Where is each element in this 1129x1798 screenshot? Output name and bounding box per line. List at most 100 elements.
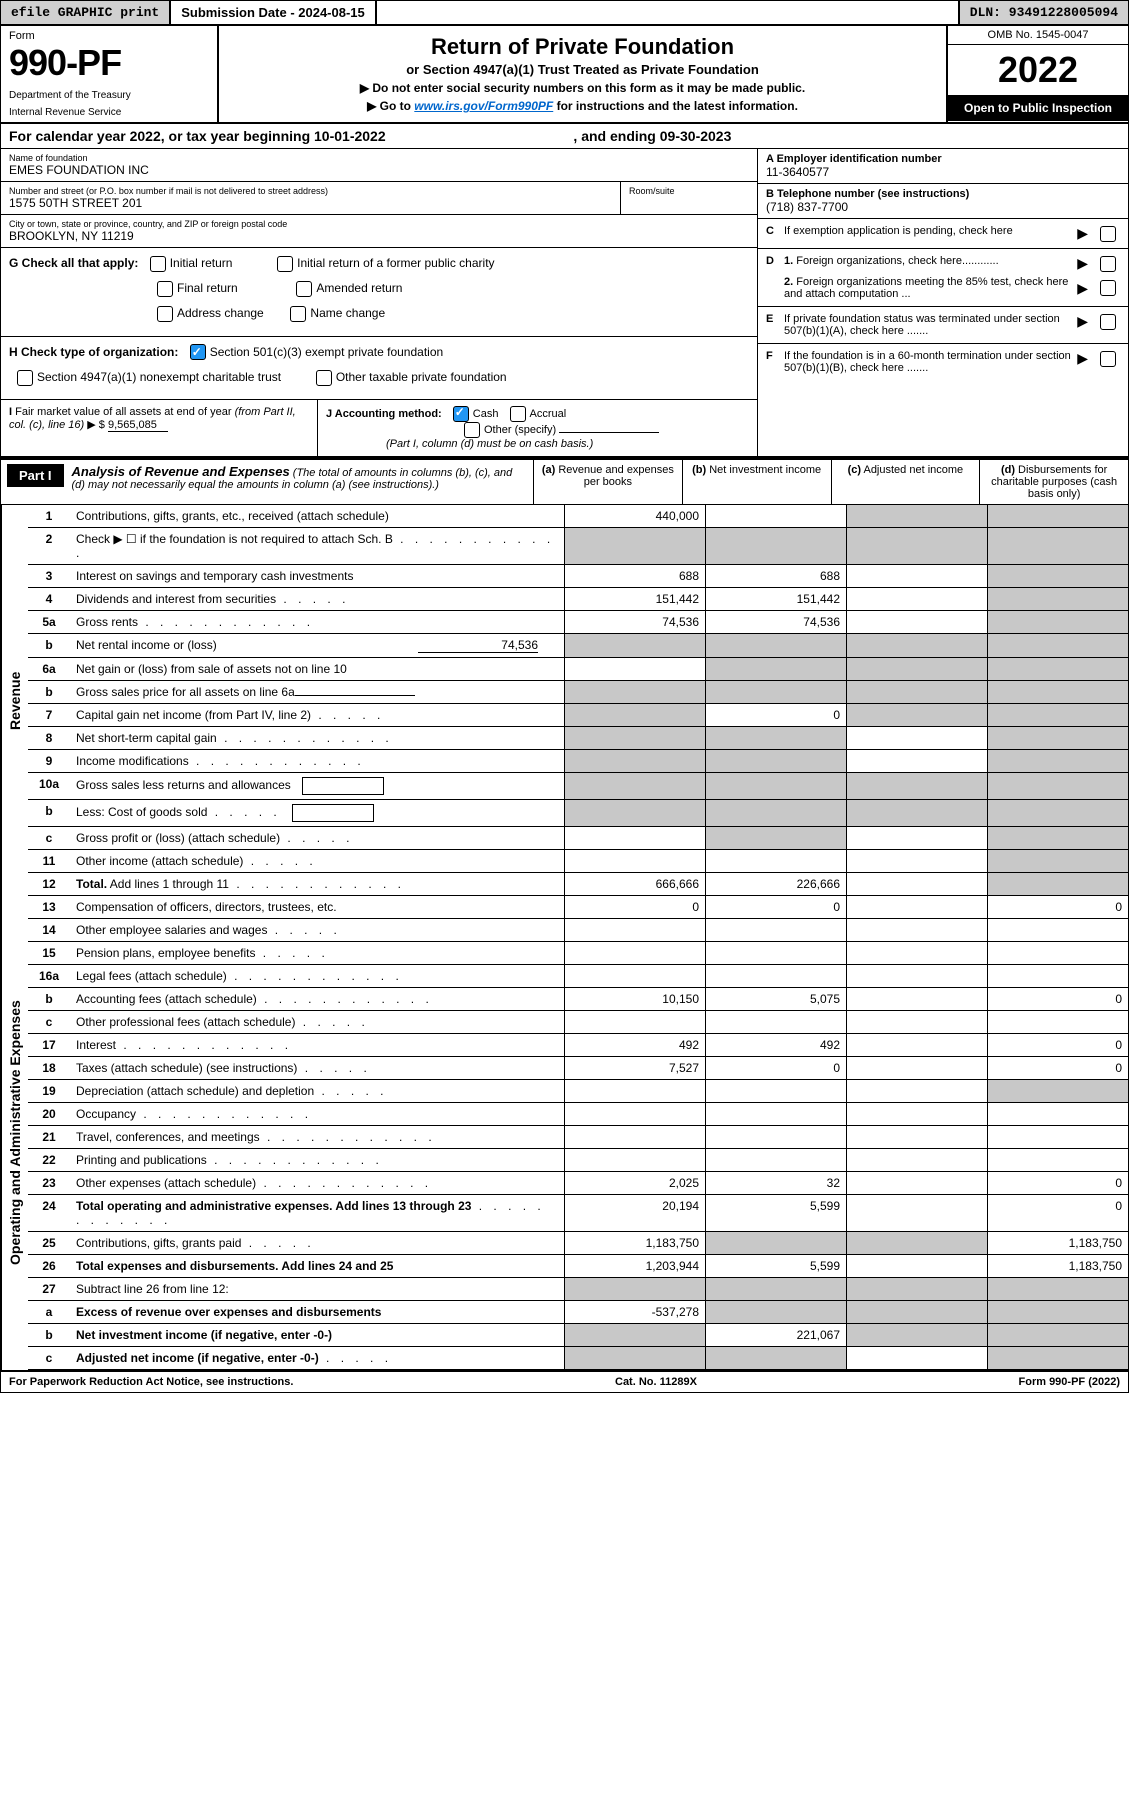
table-row: bNet rental income or (loss) 74,536 — [28, 634, 1128, 658]
header-left: Form 990-PF Department of the Treasury I… — [1, 26, 219, 122]
efile-button[interactable]: efile GRAPHIC print — [1, 1, 171, 24]
value-cell-d — [987, 750, 1128, 772]
line-number: a — [28, 1301, 70, 1323]
line-number: 16a — [28, 965, 70, 987]
value-cell-a — [564, 681, 705, 703]
table-row: bGross sales price for all assets on lin… — [28, 681, 1128, 704]
c-item: C If exemption application is pending, c… — [758, 219, 1128, 249]
cb-cash[interactable] — [453, 406, 469, 422]
cb-address-change[interactable] — [157, 306, 173, 322]
line-description: Check ▶ ☐ if the foundation is not requi… — [70, 528, 564, 564]
value-cell-d — [987, 773, 1128, 799]
info-grid: Name of foundation EMES FOUNDATION INC N… — [1, 149, 1128, 458]
d-item: D 1. Foreign organizations, check here..… — [758, 249, 1128, 307]
value-cell-b — [705, 1149, 846, 1171]
city-label: City or town, state or province, country… — [9, 219, 749, 229]
g-initial-former: Initial return of a former public charit… — [297, 256, 494, 270]
cb-other-method[interactable] — [464, 422, 480, 438]
submission-date: Submission Date - 2024-08-15 — [171, 1, 377, 24]
value-cell-b — [705, 1011, 846, 1033]
cb-initial-return[interactable] — [150, 256, 166, 272]
value-cell-c — [846, 634, 987, 657]
line-description: Dividends and interest from securities — [70, 588, 564, 610]
part1-label: Part I — [7, 464, 64, 487]
line-description: Income modifications — [70, 750, 564, 772]
top-bar: efile GRAPHIC print Submission Date - 20… — [1, 1, 1128, 26]
cb-4947[interactable] — [17, 370, 33, 386]
value-cell-c — [846, 1011, 987, 1033]
value-cell-d — [987, 704, 1128, 726]
footer-center: Cat. No. 11289X — [615, 1376, 697, 1388]
col-b-header: (b) Net investment income — [683, 460, 832, 504]
form-label: Form — [9, 30, 209, 42]
value-cell-d: 0 — [987, 1034, 1128, 1056]
value-cell-b: 151,442 — [705, 588, 846, 610]
value-cell-a — [564, 1011, 705, 1033]
address: 1575 50TH STREET 201 — [9, 196, 612, 210]
cb-e[interactable] — [1100, 314, 1116, 330]
part1-title: Analysis of Revenue and Expenses — [72, 464, 290, 479]
value-cell-a: -537,278 — [564, 1301, 705, 1323]
cb-f[interactable] — [1100, 351, 1116, 367]
cb-accrual[interactable] — [510, 406, 526, 422]
cb-final-return[interactable] — [157, 281, 173, 297]
value-cell-a: 1,203,944 — [564, 1255, 705, 1277]
table-row: 26Total expenses and disbursements. Add … — [28, 1255, 1128, 1278]
table-row: 17Interest4924920 — [28, 1034, 1128, 1057]
footer-right: Form 990-PF (2022) — [1019, 1376, 1121, 1388]
cb-501c3[interactable] — [190, 344, 206, 360]
value-cell-d — [987, 1347, 1128, 1369]
table-row: 9Income modifications — [28, 750, 1128, 773]
value-cell-c — [846, 827, 987, 849]
value-cell-b: 5,599 — [705, 1195, 846, 1231]
value-cell-b — [705, 827, 846, 849]
j-cell: J Accounting method: Cash Accrual Other … — [318, 400, 757, 456]
form-link[interactable]: www.irs.gov/Form990PF — [414, 99, 553, 113]
value-cell-b — [705, 1080, 846, 1102]
value-cell-d: 0 — [987, 1195, 1128, 1231]
table-row: cOther professional fees (attach schedul… — [28, 1011, 1128, 1034]
value-cell-b — [705, 528, 846, 564]
phone: (718) 837-7700 — [766, 200, 1120, 214]
cb-name-change[interactable] — [290, 306, 306, 322]
line-number: 25 — [28, 1232, 70, 1254]
line-description: Interest on savings and temporary cash i… — [70, 565, 564, 587]
form-header: Form 990-PF Department of the Treasury I… — [1, 26, 1128, 124]
part1-table: Part I Analysis of Revenue and Expenses … — [1, 458, 1128, 1370]
value-cell-c — [846, 1126, 987, 1148]
j-cash: Cash — [473, 408, 499, 420]
value-cell-a — [564, 942, 705, 964]
cb-amended[interactable] — [296, 281, 312, 297]
line-number: b — [28, 1324, 70, 1346]
irs-label: Internal Revenue Service — [9, 107, 209, 118]
line-number: c — [28, 827, 70, 849]
g-address: Address change — [177, 306, 264, 320]
cal-year-prefix: For calendar year 2022, or tax year begi… — [9, 128, 314, 144]
value-cell-b — [705, 800, 846, 826]
value-cell-d — [987, 873, 1128, 895]
value-cell-a — [564, 1080, 705, 1102]
value-cell-c — [846, 528, 987, 564]
cb-other-taxable[interactable] — [316, 370, 332, 386]
value-cell-a — [564, 750, 705, 772]
value-cell-c — [846, 1232, 987, 1254]
value-cell-a: 666,666 — [564, 873, 705, 895]
cb-initial-former[interactable] — [277, 256, 293, 272]
line-number: 4 — [28, 588, 70, 610]
value-cell-c — [846, 800, 987, 826]
value-cell-b — [705, 1103, 846, 1125]
line-description: Other professional fees (attach schedule… — [70, 1011, 564, 1033]
dept-treasury: Department of the Treasury — [9, 90, 209, 101]
line-number: 27 — [28, 1278, 70, 1300]
value-cell-d — [987, 634, 1128, 657]
value-cell-b — [705, 1232, 846, 1254]
cb-c[interactable] — [1100, 226, 1116, 242]
line-number: b — [28, 681, 70, 703]
value-cell-b — [705, 505, 846, 527]
table-row: bAccounting fees (attach schedule)10,150… — [28, 988, 1128, 1011]
line-description: Capital gain net income (from Part IV, l… — [70, 704, 564, 726]
cb-d1[interactable] — [1100, 256, 1116, 272]
cb-d2[interactable] — [1100, 280, 1116, 296]
value-cell-b: 5,599 — [705, 1255, 846, 1277]
line-number: 6a — [28, 658, 70, 680]
